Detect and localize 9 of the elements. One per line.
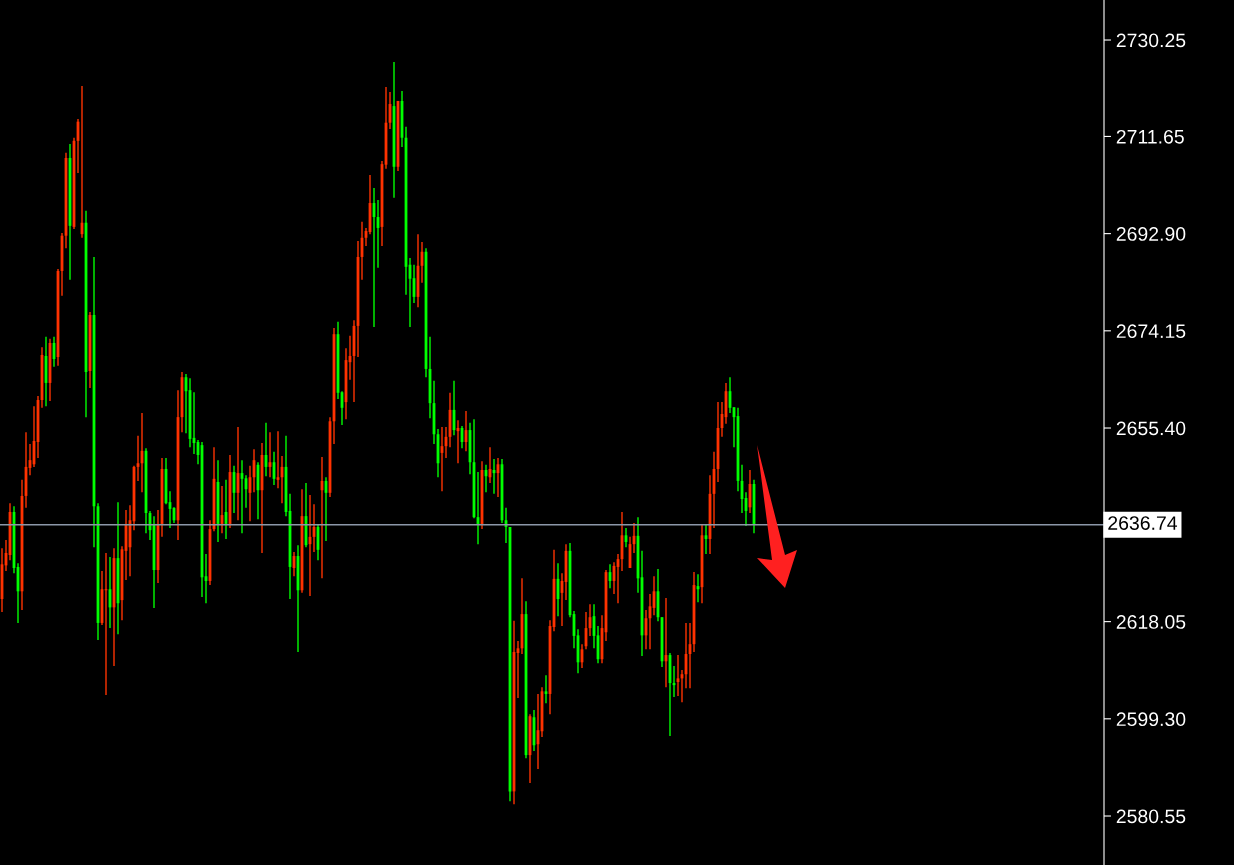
y-tick-label: 2655.40 bbox=[1116, 421, 1186, 436]
y-tick-label: 2730.25 bbox=[1116, 33, 1186, 48]
y-tick-label: 2580.55 bbox=[1116, 809, 1186, 824]
y-tick-label: 2599.30 bbox=[1116, 712, 1186, 727]
ref-line-label: 2636.74 bbox=[1108, 516, 1178, 530]
y-tick-label: 2692.90 bbox=[1116, 227, 1186, 241]
y-tick-label: 2674.15 bbox=[1116, 324, 1186, 339]
y-tick-label: 2711.65 bbox=[1116, 129, 1184, 144]
y-tick-label: 2618.05 bbox=[1116, 615, 1186, 629]
